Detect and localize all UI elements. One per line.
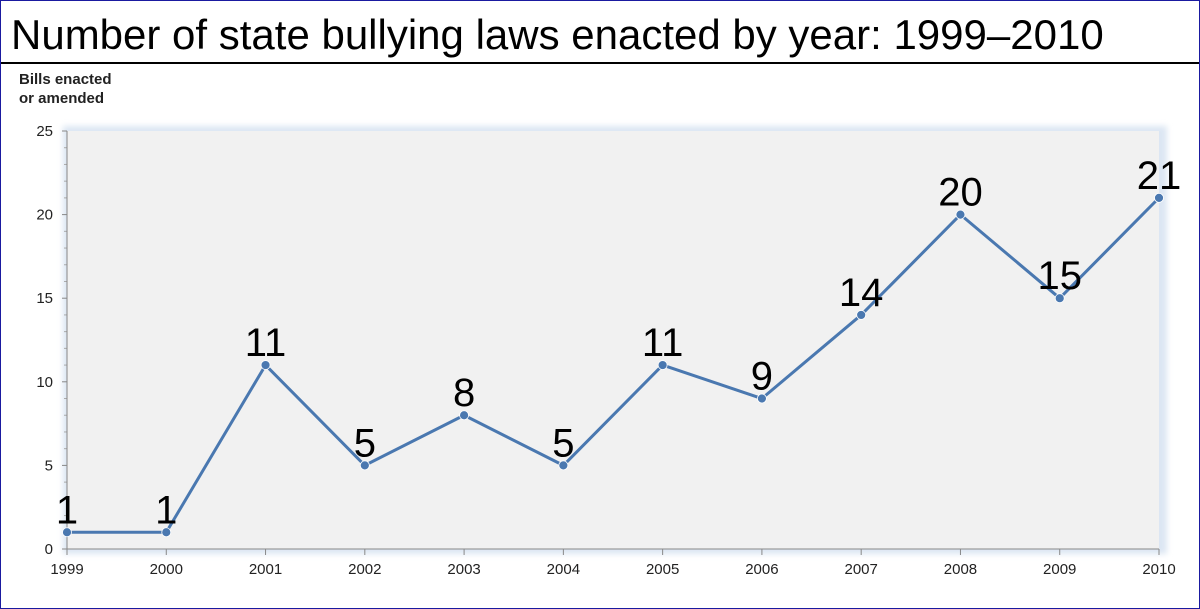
x-tick-label: 2003 [447, 561, 480, 578]
data-point [1154, 192, 1164, 203]
y-axis-label-line-2: or amended [19, 90, 105, 107]
y-tick-label: 10 [36, 374, 53, 391]
data-label: 1 [56, 488, 78, 532]
data-label: 14 [839, 271, 884, 315]
y-tick-label: 5 [45, 457, 53, 474]
data-point [62, 527, 72, 538]
data-label: 1 [155, 488, 177, 532]
data-point [359, 460, 370, 471]
data-label: 8 [453, 371, 475, 415]
y-axis: 0 5 10 15 20 25 [36, 123, 68, 558]
series-line [65, 196, 1161, 534]
plot-area [67, 131, 1159, 549]
data-series [62, 192, 1164, 538]
x-tick-label: 2001 [249, 561, 282, 578]
data-point [657, 360, 668, 370]
x-tick-label: 2008 [944, 561, 977, 578]
y-tick-label: 15 [36, 290, 53, 307]
y-axis-label-line-1: Bills enacted [19, 71, 112, 88]
data-point [955, 209, 966, 220]
y-axis-label: Bills enacted or amended [19, 70, 149, 108]
x-axis: 1999 2000 2001 2002 2003 2004 2005 2006 2007 2008… [50, 548, 1176, 578]
data-label: 21 [1137, 154, 1182, 198]
x-tick-label: 2010 [1142, 561, 1175, 578]
data-point [1054, 293, 1065, 304]
x-tick-label: 2006 [745, 561, 778, 578]
x-tick-label: 2007 [844, 561, 877, 578]
y-tick-label: 25 [36, 123, 53, 140]
data-label: 15 [1037, 254, 1082, 298]
data-label: 11 [245, 321, 287, 365]
data-point [260, 360, 271, 370]
chart-title: Number of state bullying laws enacted by… [11, 11, 1104, 58]
data-point [459, 410, 469, 421]
data-point [558, 460, 569, 471]
x-tick-label: 2000 [150, 561, 183, 578]
x-tick-label: 2009 [1043, 561, 1076, 578]
y-tick-label: 20 [36, 207, 53, 224]
data-label: 5 [552, 421, 574, 465]
data-label: 20 [938, 171, 983, 215]
x-tick-label: 2004 [547, 561, 580, 578]
data-label: 11 [642, 321, 684, 365]
data-label: 5 [354, 421, 376, 465]
y-tick-label: 0 [45, 541, 53, 558]
x-tick-label: 1999 [50, 561, 83, 578]
data-point [757, 393, 767, 404]
data-point [161, 527, 172, 538]
data-point [856, 310, 867, 320]
x-tick-label: 2005 [646, 561, 679, 578]
x-tick-label: 2002 [348, 561, 381, 578]
title-divider [1, 62, 1199, 64]
data-label: 9 [751, 355, 773, 399]
